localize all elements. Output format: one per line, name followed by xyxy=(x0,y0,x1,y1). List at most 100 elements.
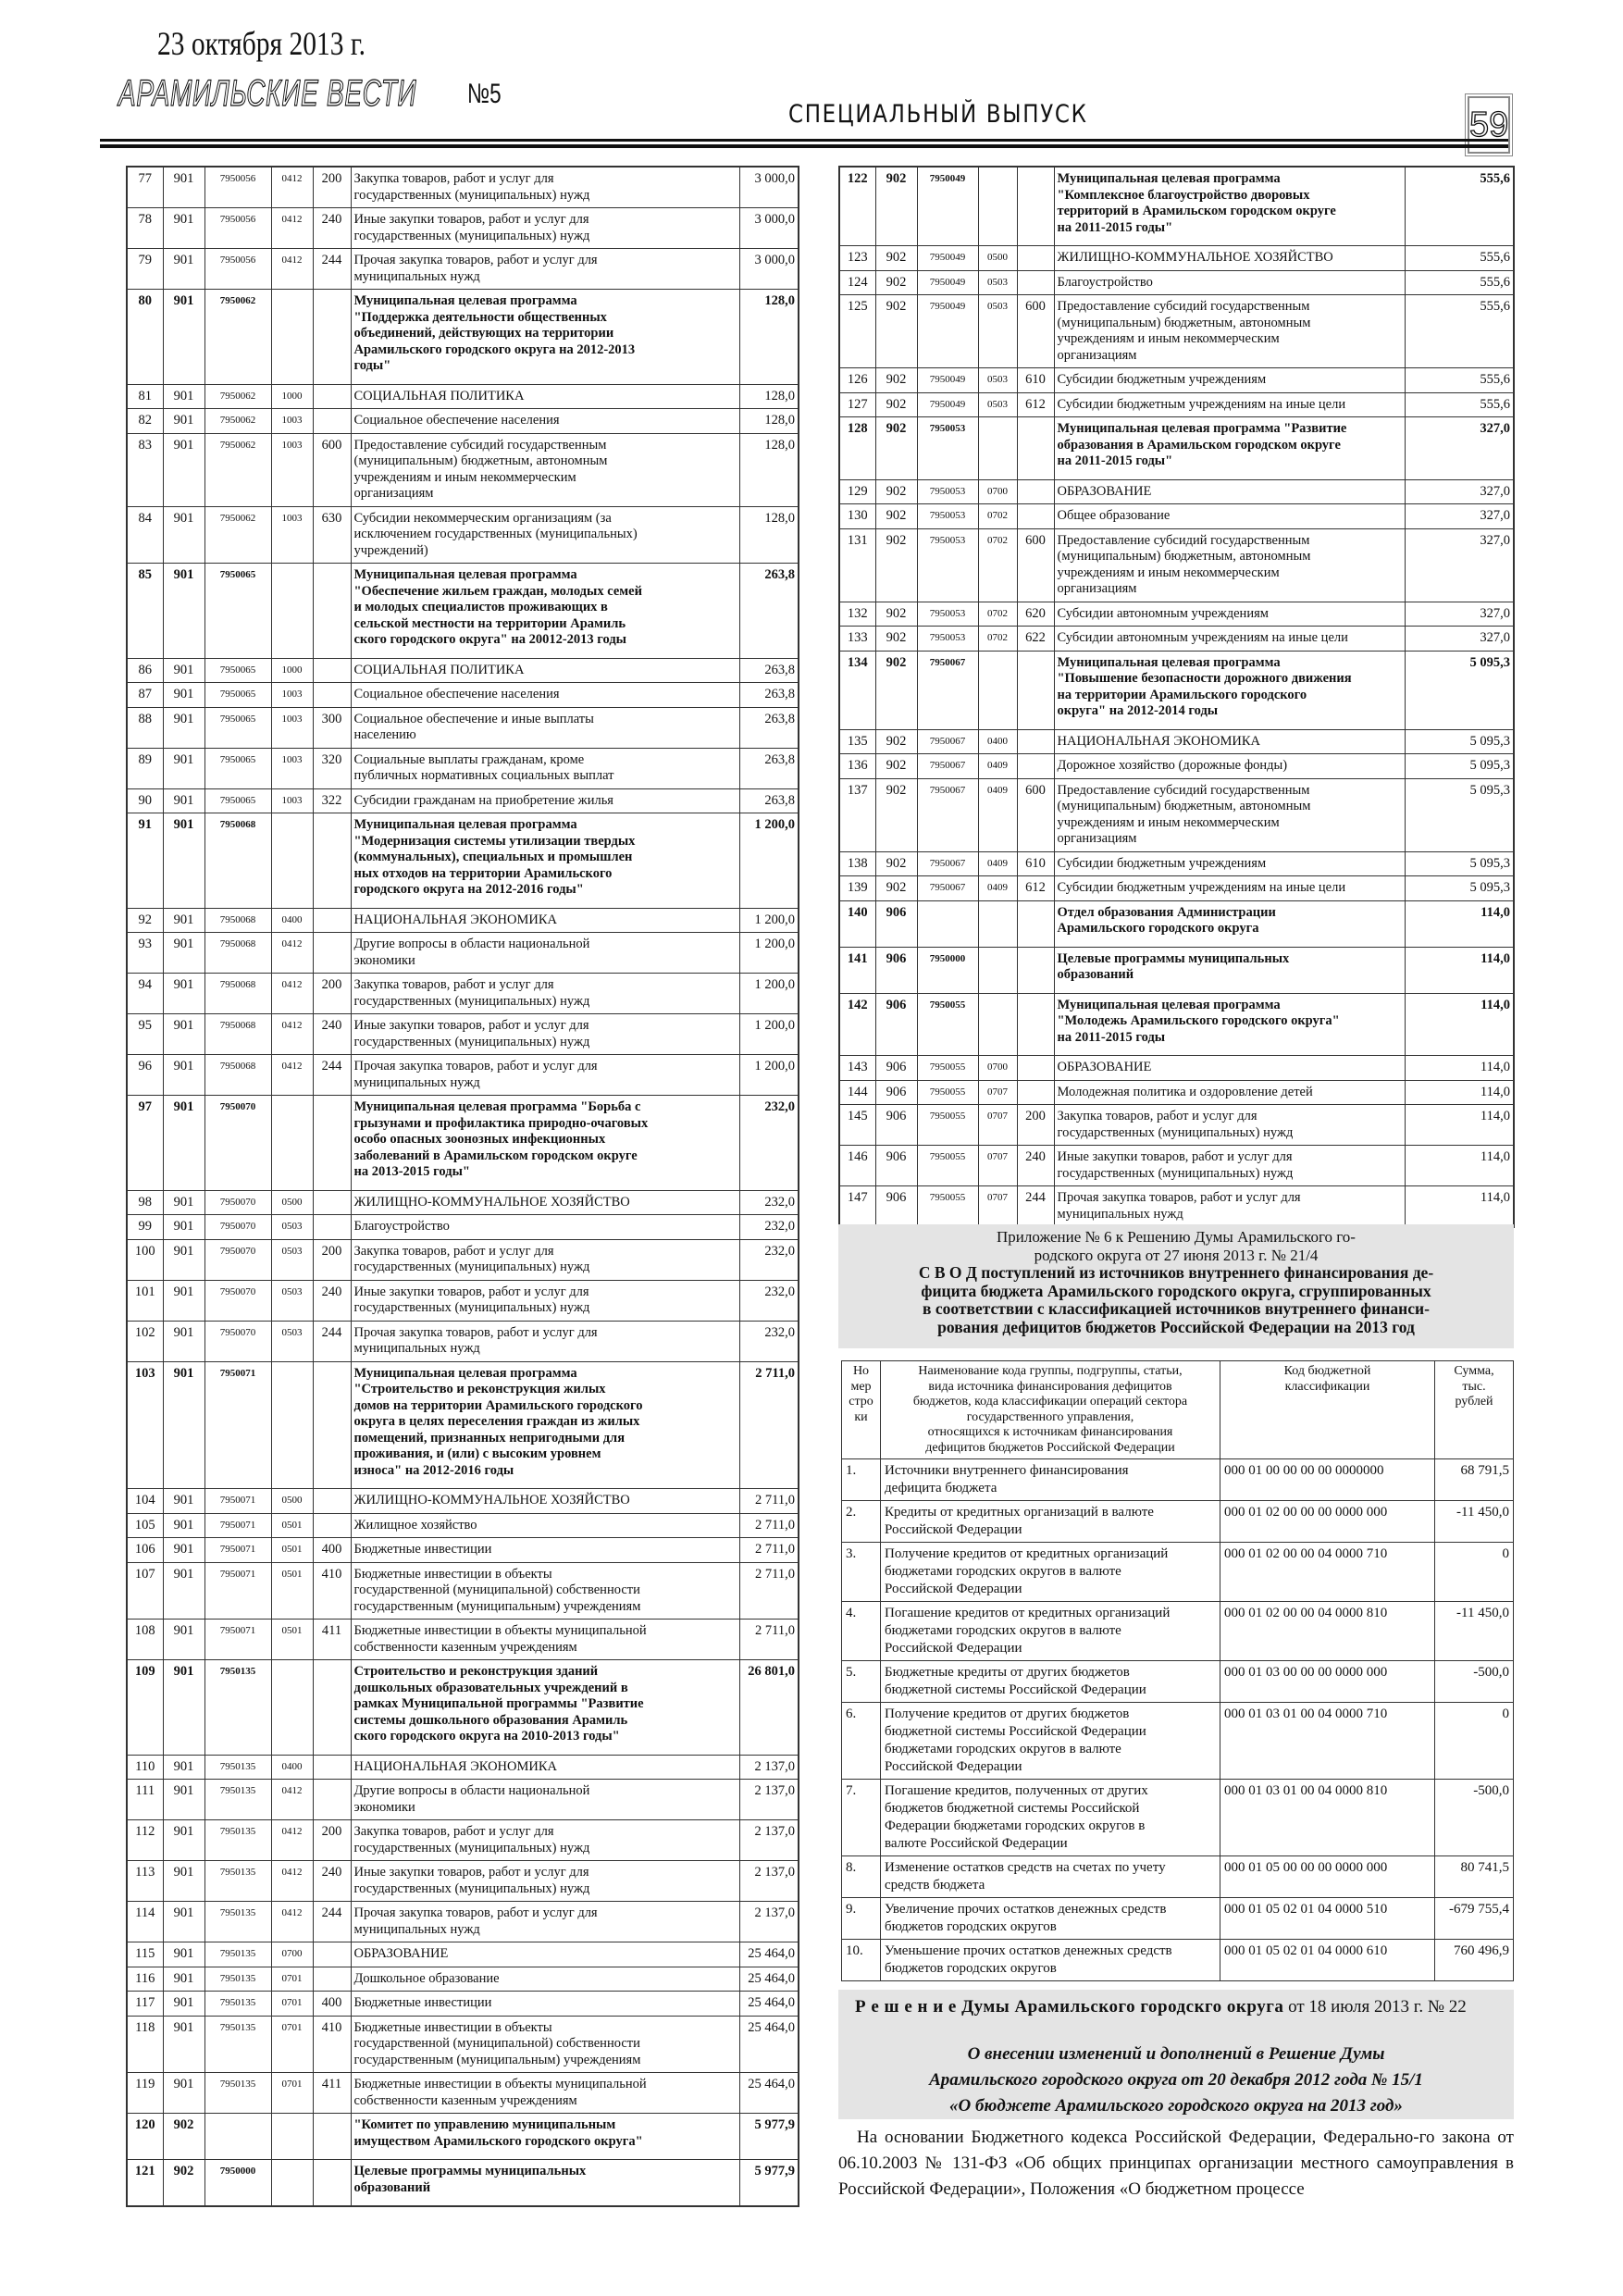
amount-cell: 114,0 xyxy=(1404,900,1515,948)
admin-code-cell: 901 xyxy=(162,1619,205,1660)
row-number-cell: 142 xyxy=(838,992,876,1056)
section-code-cell: 1003 xyxy=(270,408,314,434)
expense-type-cell xyxy=(1016,900,1055,948)
amount-cell: 555,6 xyxy=(1404,367,1515,393)
target-code-cell: 7950062 xyxy=(204,408,272,434)
row-number-cell: 129 xyxy=(838,478,876,504)
admin-code-cell: 901 xyxy=(162,2015,205,2073)
row-number-cell: 139 xyxy=(838,875,876,901)
table-row: 6. Получение кредитов от других бюджетов … xyxy=(841,1702,1514,1780)
expense-type-cell xyxy=(312,682,352,708)
row-number-cell: 1. xyxy=(841,1458,881,1501)
source-name-cell: Погашение кредитов, полученных от других… xyxy=(880,1779,1220,1856)
admin-code-cell: 902 xyxy=(162,2113,205,2160)
row-number-cell: 101 xyxy=(126,1279,164,1322)
target-code-cell: 7950068 xyxy=(204,1013,272,1055)
item-name-cell: Муниципальная целевая программа "Строите… xyxy=(350,1360,740,1489)
expense-type-cell xyxy=(1016,478,1055,504)
target-code-cell: 7950067 xyxy=(916,753,979,779)
target-code-cell: 7950068 xyxy=(204,973,272,1014)
amount-cell: 2 137,0 xyxy=(738,1860,799,1902)
row-number-cell: 98 xyxy=(126,1189,164,1215)
section-code-cell: 0400 xyxy=(270,907,314,933)
amount-cell: 232,0 xyxy=(738,1238,799,1281)
source-name-cell: Источники внутреннего финансирования деф… xyxy=(880,1458,1220,1501)
amount-cell: 114,0 xyxy=(1404,1055,1515,1081)
amount-cell: 1 200,0 xyxy=(738,1013,799,1055)
item-name-cell: Прочая закупка товаров, работ и услуг дл… xyxy=(350,1901,740,1942)
table-row: 112 901 7950135 0412 200 Закупка товаров, раб… xyxy=(126,1819,799,1861)
newspaper-logo: АРАМИЛЬСКИЕ ВЕСТИ xyxy=(118,72,417,114)
target-code-cell: 7950135 xyxy=(204,1966,272,1992)
amount-cell: 1 200,0 xyxy=(738,907,799,933)
section-code-cell: 0503 xyxy=(270,1238,314,1281)
admin-code-cell: 901 xyxy=(162,1901,205,1942)
financing-sources-table: Но мер стро ки Наименование кода группы,… xyxy=(841,1360,1514,1981)
item-name-cell: Закупка товаров, работ и услуг для госуд… xyxy=(1053,1104,1406,1146)
table-row: 103 901 7950071 Муниципальная целевая прогр… xyxy=(126,1360,799,1489)
section-code-cell: 0412 xyxy=(270,166,314,208)
section-code-cell: 0503 xyxy=(270,1320,314,1362)
amount-cell: 2 137,0 xyxy=(738,1901,799,1942)
item-name-cell: Муниципальная целевая программа "Борьба … xyxy=(350,1095,740,1191)
expense-type-cell xyxy=(312,1942,352,1967)
row-number-cell: 109 xyxy=(126,1659,164,1756)
amount-cell: 232,0 xyxy=(738,1279,799,1322)
amount-cell: 327,0 xyxy=(1404,601,1515,627)
section-code-cell xyxy=(270,813,314,909)
section-code-cell: 1000 xyxy=(270,657,314,683)
item-name-cell: Закупка товаров, работ и услуг для госуд… xyxy=(350,973,740,1014)
admin-code-cell: 901 xyxy=(162,248,205,290)
row-number-cell: 140 xyxy=(838,900,876,948)
amount-cell: 232,0 xyxy=(738,1095,799,1191)
expense-type-cell: 400 xyxy=(312,1537,352,1563)
item-name-cell: Предоставление субсидий государственным … xyxy=(1053,777,1406,852)
section-code-cell: 1000 xyxy=(270,383,314,409)
target-code-cell: 7950068 xyxy=(204,1054,272,1096)
table-row: 109 901 7950135 Строительство и реконструкц… xyxy=(126,1659,799,1756)
item-name-cell: Социальное обеспечение населения xyxy=(350,408,740,434)
table-row: 119 901 7950135 0701 411 Бюджетные инвестиции… xyxy=(126,2072,799,2114)
table-row: 8. Изменение остатков средств на счетах п… xyxy=(841,1855,1514,1898)
table-row: 2. Кредиты от кредитных организаций в вал… xyxy=(841,1500,1514,1543)
table-row: 136 902 7950067 0409 Дорожное хозяйство (дор… xyxy=(838,753,1515,779)
amount-cell: 232,0 xyxy=(738,1320,799,1362)
admin-code-cell: 902 xyxy=(874,391,918,417)
section-code-cell xyxy=(977,416,1018,480)
table-row: 10. Уменьшение прочих остатков денежных с… xyxy=(841,1939,1514,1981)
row-number-cell: 108 xyxy=(126,1619,164,1660)
section-code-cell: 0412 xyxy=(270,1013,314,1055)
target-code-cell: 7950053 xyxy=(916,503,979,529)
target-code-cell: 7950056 xyxy=(204,207,272,249)
item-name-cell: Закупка товаров, работ и услуг для госуд… xyxy=(350,1238,740,1281)
section-code-cell: 0501 xyxy=(270,1537,314,1563)
row-number-cell: 110 xyxy=(126,1754,164,1780)
target-code-cell: 7950056 xyxy=(204,166,272,208)
target-code-cell: 7950070 xyxy=(204,1095,272,1191)
table-row: 96 901 7950068 0412 244 Прочая закупка товаро… xyxy=(126,1054,799,1096)
resolution-heading-date: от 18 июля 2013 г. № 22 xyxy=(1283,1997,1467,2017)
item-name-cell: ОБРАЗОВАНИЕ xyxy=(1053,478,1406,504)
table-row: 123 902 7950049 0500 ЖИЛИЩНО-КОММУНАЛЬНОЕ ХО… xyxy=(838,245,1515,271)
section-code-cell: 1003 xyxy=(270,432,314,507)
amount-cell: 3 000,0 xyxy=(738,248,799,290)
table-row: 115 901 7950135 0700 ОБРАЗОВАНИЕ 25 464,0 xyxy=(126,1942,799,1967)
expense-type-cell: 411 xyxy=(312,2072,352,2114)
row-number-cell: 117 xyxy=(126,1991,164,2017)
target-code-cell: 7950049 xyxy=(916,367,979,393)
table-row: 129 902 7950053 0700 ОБРАЗОВАНИЕ 327,0 xyxy=(838,478,1515,504)
admin-code-cell: 906 xyxy=(874,1079,918,1105)
table-row: 88 901 7950065 1003 300 Социальное обеспечени… xyxy=(126,706,799,749)
expense-type-cell xyxy=(312,1779,352,1820)
amount-cell: 25 464,0 xyxy=(738,1966,799,1992)
table-row: 128 902 7950053 Муниципальная целевая прогр… xyxy=(838,416,1515,480)
expense-type-cell: 200 xyxy=(312,166,352,208)
expense-type-cell: 240 xyxy=(312,207,352,249)
amount-cell: 3 000,0 xyxy=(738,166,799,208)
expense-type-cell xyxy=(312,1512,352,1538)
issue-date: 23 октября 2013 г. xyxy=(157,25,366,62)
table-row: 107 901 7950071 0501 410 Бюджетные инвестиции… xyxy=(126,1561,799,1620)
target-code-cell: 7950065 xyxy=(204,706,272,749)
target-code-cell: 7950049 xyxy=(916,294,979,368)
header-row-number: Но мер стро ки xyxy=(841,1360,881,1459)
